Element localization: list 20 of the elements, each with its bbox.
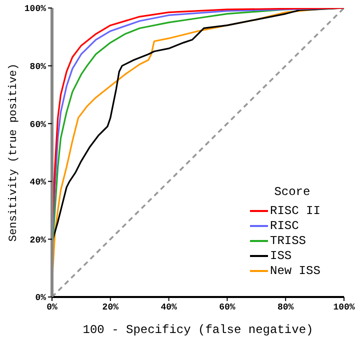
x-tick-label: 80%: [278, 302, 294, 312]
x-tick-label: 100%: [333, 302, 356, 312]
y-tick-label: 40%: [30, 178, 47, 188]
legend-label: New ISS: [270, 264, 320, 278]
y-tick-label: 100%: [24, 4, 47, 14]
x-tick-label: 60%: [219, 302, 236, 312]
legend-label: ISS: [270, 248, 292, 262]
x-axis-title: 100 - Specificy (false negative): [82, 323, 314, 337]
legend-label: RISC: [270, 218, 299, 232]
legend-title: Score: [273, 185, 312, 199]
y-tick-label: 60%: [30, 120, 47, 130]
x-tick-label: 0%: [46, 302, 58, 312]
x-tick-label: 20%: [102, 302, 120, 312]
legend-label: RISC II: [270, 204, 320, 218]
y-tick-label: 0%: [35, 293, 47, 304]
x-tick-label: 40%: [160, 302, 178, 312]
legend-label: TRISS: [270, 234, 306, 248]
y-tick-label: 80%: [30, 62, 47, 72]
y-tick-label: 20%: [30, 235, 47, 246]
y-axis-title: Sensitivity (true positive): [8, 63, 20, 242]
